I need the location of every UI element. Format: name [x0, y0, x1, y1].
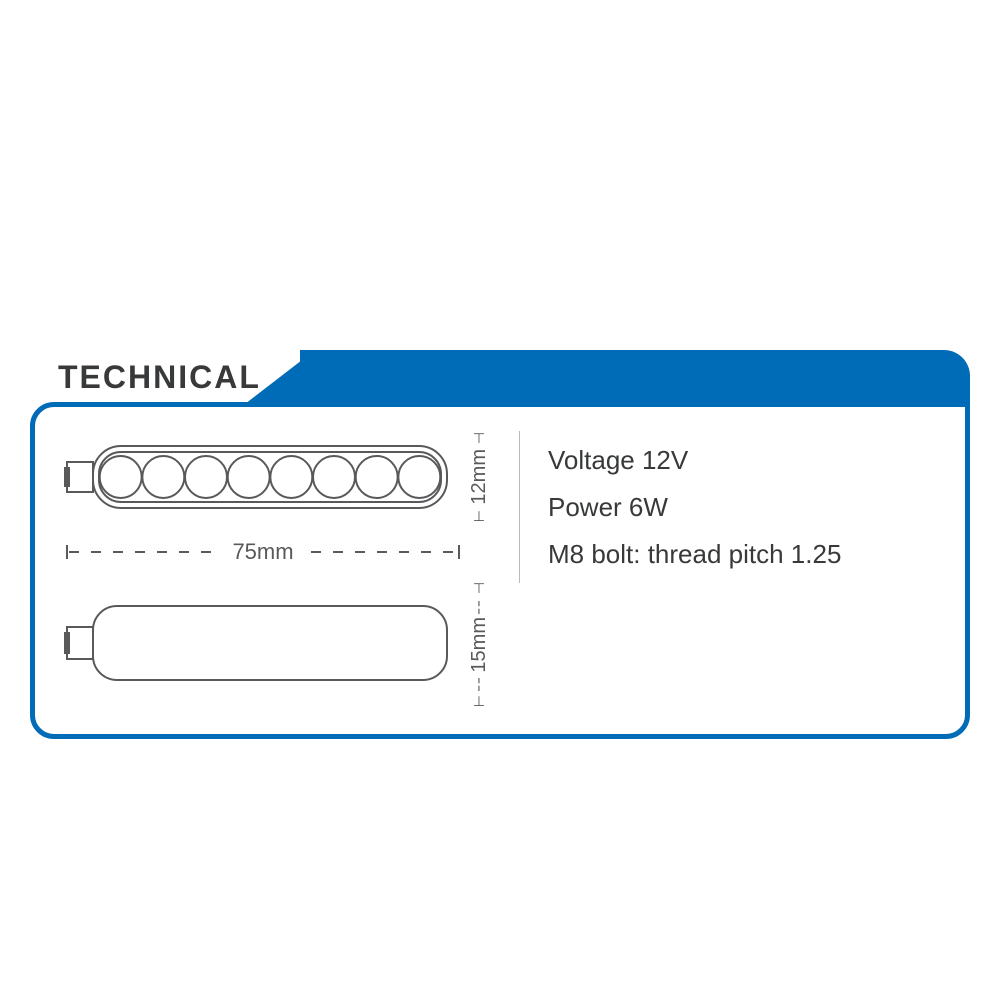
- spec-list: Voltage 12V Power 6W M8 bolt: thread pit…: [519, 431, 841, 583]
- card-title: TECHNICAL: [58, 359, 261, 396]
- spec-item: Power 6W: [548, 484, 841, 531]
- height-dim-bottom: ⊤ ¦ 15mm ¦ ⊥: [469, 581, 489, 709]
- spec-item: M8 bolt: thread pitch 1.25: [548, 531, 841, 578]
- spec-item: Voltage 12V: [548, 437, 841, 484]
- header-accent-bar: [300, 350, 970, 404]
- height-dim-top: ⊤ 12mm ⊥: [469, 431, 489, 523]
- card-body: ⊤ 12mm ⊥ 75mm ⊤ ¦ 15mm ¦ ⊥: [30, 402, 970, 739]
- height-bottom-label: 15mm: [469, 617, 489, 673]
- width-dim-row: 75mm: [63, 535, 463, 569]
- height-top-label: 12mm: [469, 449, 489, 505]
- dimension-diagram: ⊤ 12mm ⊥ 75mm ⊤ ¦ 15mm ¦ ⊥: [63, 431, 489, 708]
- side-view-svg: [63, 602, 463, 686]
- card-header: TECHNICAL: [30, 350, 970, 404]
- top-view-svg: [63, 442, 463, 512]
- header-accent-slope: [245, 350, 315, 404]
- width-label: 75mm: [222, 539, 303, 565]
- top-view-row: ⊤ 12mm ⊥: [63, 431, 489, 523]
- side-view-row: ⊤ ¦ 15mm ¦ ⊥: [63, 581, 489, 709]
- technical-card: TECHNICAL ⊤ 12mm ⊥ 75mm ⊤ ¦: [30, 350, 970, 739]
